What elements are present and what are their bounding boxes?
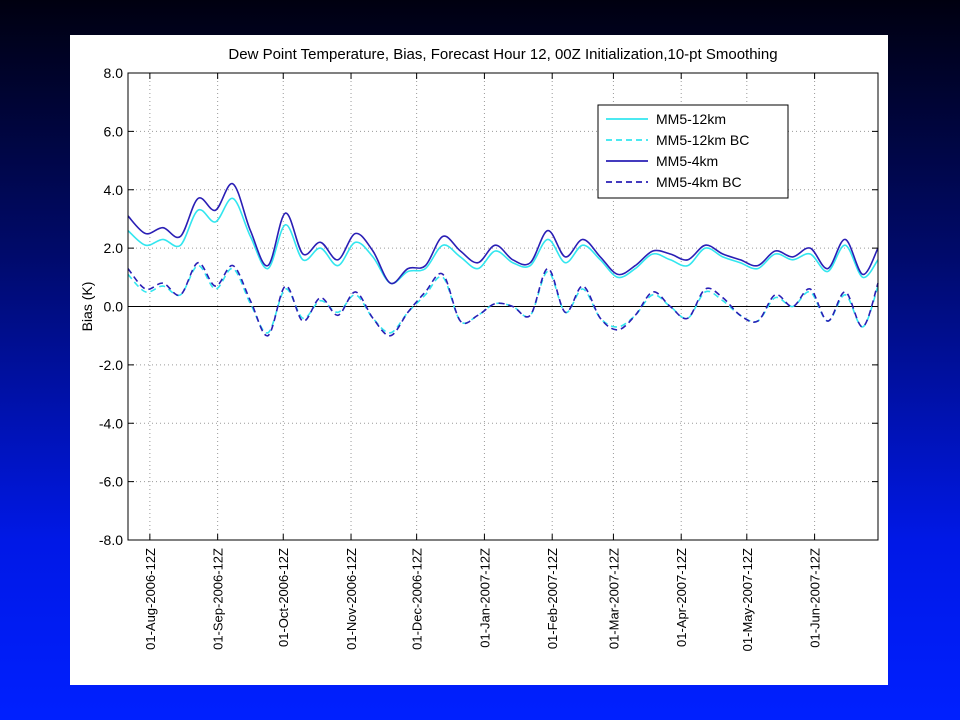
x-tick-label: 01-Nov-2006-12Z bbox=[344, 548, 359, 650]
y-tick-label: 0.0 bbox=[104, 299, 124, 315]
x-tick-label: 01-Jan-2007-12Z bbox=[477, 548, 492, 648]
series-line-2 bbox=[127, 183, 879, 285]
x-tick-label: 01-Apr-2007-12Z bbox=[674, 548, 689, 647]
chart-panel: Dew Point Temperature, Bias, Forecast Ho… bbox=[70, 35, 888, 685]
legend-label-2: MM5-4km bbox=[656, 153, 718, 169]
y-tick-label: 4.0 bbox=[104, 182, 124, 198]
y-tick-label: 8.0 bbox=[104, 65, 124, 81]
chart-title: Dew Point Temperature, Bias, Forecast Ho… bbox=[228, 46, 777, 63]
series-layer bbox=[127, 183, 879, 337]
legend-label-1: MM5-12km BC bbox=[656, 132, 749, 148]
y-tick-label: -8.0 bbox=[99, 532, 123, 548]
y-tick-label: 6.0 bbox=[104, 123, 124, 139]
series-line-0 bbox=[127, 197, 879, 285]
x-tick-label: 01-Oct-2006-12Z bbox=[276, 548, 291, 647]
x-axis-ticks: 01-Aug-2006-12Z 01-Sep-2006-12Z 01-Oct-200… bbox=[143, 73, 823, 651]
series-line-1 bbox=[127, 264, 879, 334]
x-tick-label: 01-Aug-2006-12Z bbox=[143, 548, 158, 650]
x-tick-label: 01-Sep-2006-12Z bbox=[211, 548, 226, 650]
x-tick-label: 01-Mar-2007-12Z bbox=[606, 548, 621, 649]
y-tick-label: -2.0 bbox=[99, 357, 123, 373]
legend-label-3: MM5-4km BC bbox=[656, 174, 742, 190]
y-tick-label: -4.0 bbox=[99, 415, 123, 431]
chart-svg: Dew Point Temperature, Bias, Forecast Ho… bbox=[79, 46, 879, 651]
y-axis-ticks: -8.0 -6.0 -4.0 -2.0 0.0 2.0 4.0 6.0 8.0 bbox=[99, 65, 878, 548]
legend-label-0: MM5-12km bbox=[656, 111, 726, 127]
x-tick-label: 01-Dec-2006-12Z bbox=[410, 548, 425, 650]
y-axis-label: Bias (K) bbox=[79, 282, 95, 332]
y-tick-label: -6.0 bbox=[99, 474, 123, 490]
y-tick-label: 2.0 bbox=[104, 240, 124, 256]
x-tick-label: 01-Feb-2007-12Z bbox=[545, 548, 560, 649]
x-tick-label: 01-Jun-2007-12Z bbox=[808, 548, 823, 648]
series-line-3 bbox=[127, 261, 879, 337]
x-tick-label: 01-May-2007-12Z bbox=[740, 548, 755, 651]
legend: MM5-12km MM5-12km BC MM5-4km MM5-4km BC bbox=[597, 104, 789, 199]
